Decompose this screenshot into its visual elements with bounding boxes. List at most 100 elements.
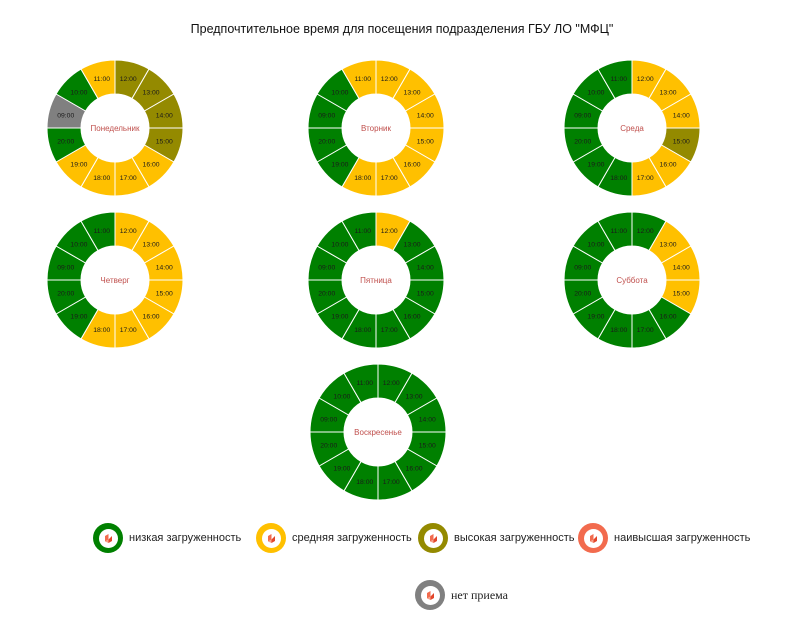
mfc-logo-icon [93,523,123,553]
segment-time-label: 20:00 [574,291,591,298]
mfc-logo-icon [578,523,608,553]
segment-time-label: 14:00 [417,112,434,119]
segment-time-label: 13:00 [660,241,677,248]
segment-time-label: 15:00 [419,443,436,450]
segment-time-label: 13:00 [404,89,421,96]
segment-time-label: 20:00 [318,291,335,298]
segment-time-label: 09:00 [57,112,74,119]
segment-time-label: 15:00 [156,291,173,298]
segment-time-label: 17:00 [381,327,398,334]
donut-chart-4: 12:00 13:00 14:00 15:00 16:00 17:00 18:00 19:00… [46,211,184,349]
segment-time-label: 20:00 [318,139,335,146]
legend-label: высокая загруженность [454,532,575,544]
segment-time-label: 10:00 [587,241,604,248]
segment-time-label: 19:00 [333,466,350,473]
segment-time-label: 12:00 [383,380,400,387]
segment-time-label: 18:00 [354,175,371,182]
segment-time-label: 14:00 [156,112,173,119]
segment-time-label: 20:00 [57,139,74,146]
segment-time-label: 12:00 [381,76,398,83]
donut-charts: 12:00 13:00 14:00 15:00 16:00 17:00 18:00 19:00… [46,59,701,501]
segment-time-label: 17:00 [637,175,654,182]
segment-time-label: 11:00 [611,76,628,83]
donut-center-title: Вторник [361,124,391,133]
mfc-logo-icon [256,523,286,553]
donut-chart-2: 12:00 13:00 14:00 15:00 16:00 17:00 18:00 19:00… [307,59,445,197]
segment-time-label: 11:00 [357,380,374,387]
donut-chart-5: 12:00 13:00 14:00 15:00 16:00 17:00 18:00 19:00… [307,211,445,349]
donut-segment [80,211,116,252]
donut-center-title: Четверг [100,276,129,285]
legend-item-medium: средняя загруженность [256,523,412,553]
segment-time-label: 14:00 [673,112,690,119]
segment-time-label: 09:00 [318,112,335,119]
segment-time-label: 17:00 [120,175,137,182]
segment-time-label: 18:00 [356,479,373,486]
segment-time-label: 11:00 [355,228,372,235]
segment-time-label: 18:00 [610,327,627,334]
segment-time-label: 16:00 [660,162,677,169]
segment-time-label: 12:00 [120,76,137,83]
segment-time-label: 12:00 [120,228,137,235]
segment-time-label: 16:00 [660,314,677,321]
donut-segment [80,59,116,100]
segment-time-label: 15:00 [417,139,434,146]
segment-time-label: 19:00 [587,314,604,321]
donut-chart-7: 12:00 13:00 14:00 15:00 16:00 17:00 18:00 19:00… [309,363,447,501]
donut-segment [597,59,633,100]
legend-label: низкая загруженность [129,532,242,544]
segment-time-label: 18:00 [354,327,371,334]
segment-time-label: 16:00 [404,314,421,321]
segment-time-label: 15:00 [673,139,690,146]
donut-center-title: Среда [620,124,644,133]
segment-time-label: 12:00 [381,228,398,235]
donut-segment [343,363,379,404]
segment-time-label: 11:00 [94,76,111,83]
segment-time-label: 10:00 [70,241,87,248]
segment-time-label: 16:00 [143,314,160,321]
legend-item-closed: нет приема [415,580,508,610]
segment-time-label: 09:00 [318,264,335,271]
segment-time-label: 20:00 [57,291,74,298]
donut-chart-6: 12:00 13:00 14:00 15:00 16:00 17:00 18:00 19:00… [563,211,701,349]
segment-time-label: 16:00 [404,162,421,169]
donut-chart-1: 12:00 13:00 14:00 15:00 16:00 17:00 18:00 19:00… [46,59,184,197]
segment-time-label: 15:00 [417,291,434,298]
legend-label: наивысшая загруженность [614,532,751,544]
legend-item-highest: наивысшая загруженность [578,523,750,553]
legend-item-low: низкая загруженность [93,523,241,553]
segment-time-label: 11:00 [611,228,628,235]
segment-time-label: 17:00 [381,175,398,182]
segment-time-label: 16:00 [143,162,160,169]
donut-center-title: Пятница [360,276,392,285]
segment-time-label: 16:00 [406,466,423,473]
segment-time-label: 18:00 [93,327,110,334]
segment-time-label: 09:00 [574,264,591,271]
segment-time-label: 14:00 [419,416,436,423]
donut-center-title: Воскресенье [354,428,402,437]
segment-time-label: 13:00 [660,89,677,96]
segment-time-label: 10:00 [70,89,87,96]
segment-time-label: 15:00 [156,139,173,146]
donut-segment [341,59,377,100]
segment-time-label: 13:00 [406,393,423,400]
segment-time-label: 17:00 [383,479,400,486]
segment-time-label: 13:00 [404,241,421,248]
segment-time-label: 20:00 [320,443,337,450]
segment-time-label: 18:00 [610,175,627,182]
segment-time-label: 10:00 [587,89,604,96]
segment-time-label: 17:00 [637,327,654,334]
donut-center-title: Понедельник [91,124,140,133]
segment-time-label: 10:00 [331,241,348,248]
segment-time-label: 14:00 [417,264,434,271]
legend-label: средняя загруженность [292,532,412,544]
segment-time-label: 14:00 [673,264,690,271]
segment-time-label: 11:00 [94,228,111,235]
segment-time-label: 13:00 [143,241,160,248]
segment-time-label: 13:00 [143,89,160,96]
donut-segment [341,211,377,252]
segment-time-label: 09:00 [320,416,337,423]
mfc-logo-icon [418,523,448,553]
donut-segment [597,211,633,252]
